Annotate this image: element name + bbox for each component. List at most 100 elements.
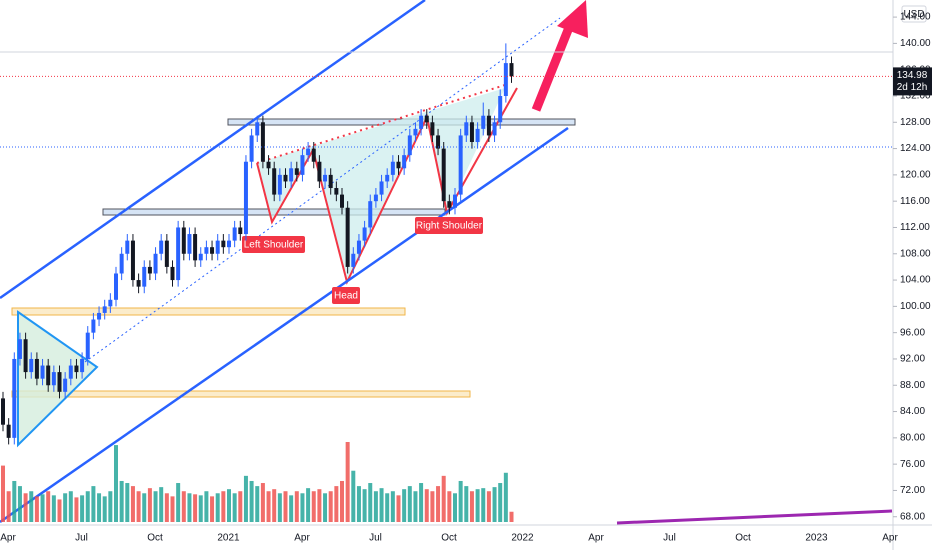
volume-bar [368,483,373,522]
candle-body [85,332,90,359]
candle-body [238,227,243,235]
candle-body [125,240,130,254]
volume-bar [210,496,215,522]
y-tick-label: 92.00 [900,354,925,365]
x-tick-label: 2022 [511,533,534,544]
countdown: 2d 12h [897,82,928,93]
volume-bar [481,488,486,522]
volume-bar [51,495,56,522]
volume-bar [294,491,299,522]
candle-body [232,227,237,241]
volume-bar [464,486,469,522]
x-tick-label: Oct [735,533,751,544]
x-tick-label: Jul [369,533,382,544]
candle-body [159,240,164,254]
volume-bar [243,475,248,522]
candle-body [147,266,152,274]
channel-upper [0,0,426,300]
volume-bar [238,491,243,522]
y-tick-label: 72.00 [900,485,925,496]
x-tick-label: Oct [441,533,457,544]
x-tick-label: Apr [0,533,16,544]
volume-bar [170,496,175,522]
candle-body [323,174,328,182]
candle-body [260,122,265,162]
candle-body [215,240,220,254]
currency-box[interactable] [901,5,927,23]
candle-body [306,148,311,156]
candle-body [277,174,282,195]
candle-body [311,148,316,162]
y-tick-label: 96.00 [900,327,925,338]
candle-body [492,122,497,136]
volume-bar [85,491,90,522]
volume-bar [407,486,412,522]
candle-body [481,115,486,129]
volume-bar [458,480,463,522]
candle-body [272,168,277,195]
volume-bar [187,493,192,522]
volume-bar [181,491,186,522]
candle-body [1,398,5,425]
volume-bar [272,489,277,522]
candle-body [396,161,401,169]
y-tick-label: 88.00 [900,380,925,391]
volume-bar [125,483,130,522]
volume-bar [193,494,198,522]
candle-body [40,365,45,379]
volume-bar [498,483,503,522]
volume-bar [396,495,401,522]
volume-bar [142,493,147,522]
candle-body [402,155,407,169]
currency: USD [903,9,924,20]
volume-bar [29,491,34,522]
candle-body [300,155,305,175]
labels: Left Shoulder Head Right Shoulder [1,43,514,445]
y-tick-label: 124.00 [900,143,931,154]
volume-bar [130,486,135,522]
volume-bar [283,491,288,522]
volume-bar [91,486,96,522]
candle-body [368,201,373,228]
volume-bar [232,493,237,522]
candle-body [283,174,288,182]
volume-bar [419,483,424,522]
candle-body [424,115,429,123]
volume-bar [311,491,316,522]
candle-body [210,247,215,254]
volume-bar [34,496,39,522]
volume-bar [57,499,62,522]
candle-body [68,365,73,379]
neckline [256,84,506,164]
candle-body [108,299,113,307]
volume-bar [306,488,311,522]
volume-bar [153,491,158,522]
volume-bar [176,483,181,522]
volume-bar [136,491,141,522]
volume-bar [385,493,390,522]
volume-bar [12,480,17,522]
candle-body [407,135,412,156]
candle-body [328,174,333,189]
candle-body [486,115,491,136]
candle-body [243,161,248,235]
candle-body [430,122,435,136]
y-tick-label: 84.00 [900,406,925,417]
candle-body [441,148,446,202]
candle-body [475,128,480,143]
volume-bar [509,511,514,522]
volume-bar [215,493,220,522]
candle-body [17,339,22,359]
candle-body [102,306,107,313]
volume-bar [68,491,73,522]
volume-bar [503,472,508,522]
volume-bar [80,495,85,522]
candle-body [204,247,209,254]
y-tick-label: 128.00 [900,117,931,128]
y-tick-label: 144.00 [900,12,931,23]
candle-body [345,207,350,267]
x-tick-label: Jul [663,533,676,544]
volume-bar [266,491,271,522]
annotation: Right Shoulder [416,221,483,232]
